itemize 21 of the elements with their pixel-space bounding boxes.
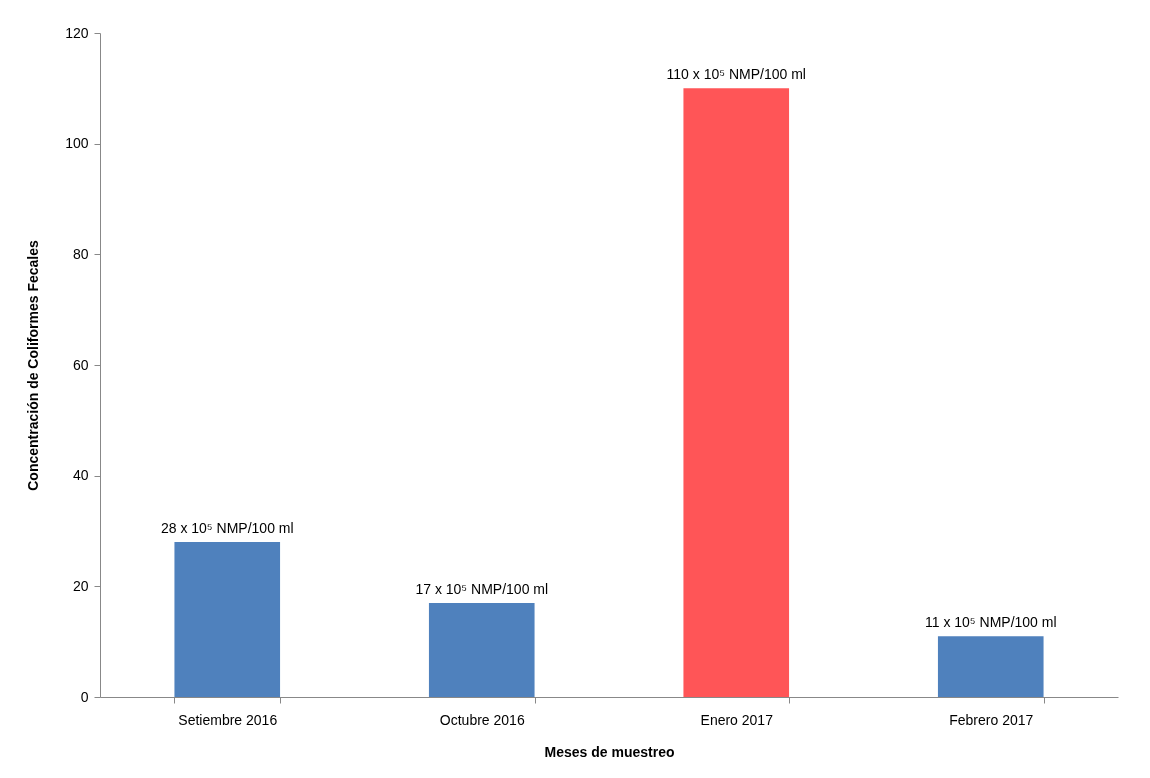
y-tick-label: 60 — [72, 356, 89, 373]
data-label: 28 x 10⁵ NMP/100 ml — [160, 520, 294, 537]
y-tick-label: 100 — [65, 135, 89, 152]
y-tick-label: 120 — [65, 24, 89, 41]
y-tick-label: 0 — [80, 688, 89, 705]
x-axis-title: Meses de muestreo — [544, 743, 675, 760]
y-tick-label: 20 — [72, 577, 89, 594]
y-tick-label: 80 — [72, 245, 89, 262]
x-tick-label: Setiembre 2016 — [178, 711, 278, 728]
x-tick-label: Enero 2017 — [700, 711, 774, 728]
bar — [428, 602, 535, 697]
bar — [683, 88, 790, 697]
x-tick-label: Octubre 2016 — [439, 711, 525, 728]
data-label: 110 x 10⁵ NMP/100 ml — [666, 66, 806, 83]
y-axis-title: Concentración de Coliformes Fecales — [25, 240, 42, 491]
y-tick-label: 40 — [72, 467, 89, 484]
bar — [174, 542, 281, 697]
bar — [937, 636, 1044, 697]
data-label: 17 x 10⁵ NMP/100 ml — [415, 580, 549, 597]
x-tick-label: Febrero 2017 — [949, 711, 1034, 728]
data-label: 11 x 10⁵ NMP/100 ml — [924, 614, 1057, 631]
